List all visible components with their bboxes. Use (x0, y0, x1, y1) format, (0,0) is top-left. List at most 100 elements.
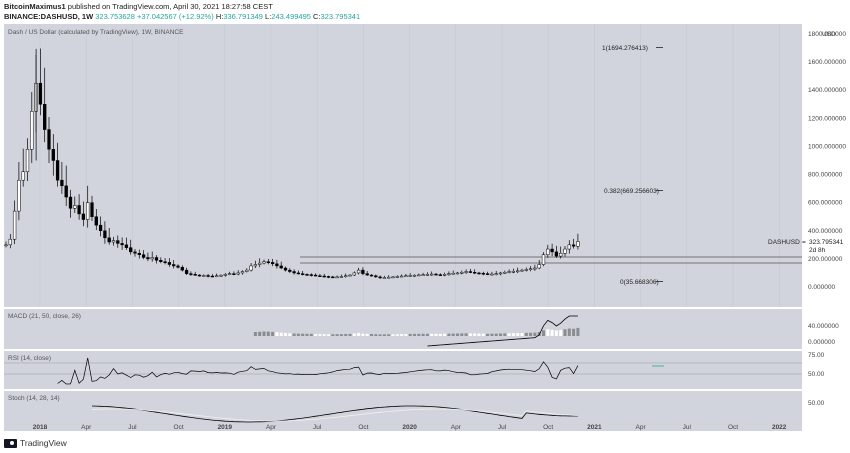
candle-body (305, 274, 309, 276)
candle-body (103, 230, 107, 239)
candle (129, 239, 133, 255)
macd-bar (301, 333, 305, 336)
macd-bar (520, 333, 524, 336)
candle (434, 273, 438, 276)
candle-body (296, 272, 301, 275)
fib-level-0[interactable]: 0(35.668306) (620, 279, 663, 286)
tradingview-logo-icon (4, 438, 17, 448)
candle-body (481, 272, 485, 275)
time-axis-tick: Jul (683, 424, 692, 431)
candle (292, 269, 296, 275)
price-axis-tick: 800.000000 (808, 172, 843, 179)
author-name[interactable]: BitcoinMaximus1 (4, 2, 66, 11)
macd-bar (456, 333, 459, 336)
fib-level-0382-label: 0.382(669.256603) (604, 188, 659, 195)
chart-area[interactable]: Dash / US Dollar (calculated by TradingV… (0, 22, 850, 435)
fib-level-0382[interactable]: 0.382(669.256603) (604, 188, 663, 195)
candle (38, 48, 43, 116)
candle (460, 270, 464, 275)
candle-body (369, 274, 374, 277)
macd-bar (335, 334, 339, 336)
price-axis-tick: 1000.000000 (808, 143, 846, 150)
candle (369, 274, 374, 277)
time-axis[interactable]: 2018 Apr Jul Oct 2019 Apr Jul Oct 2020 Apr Jul Oct 2… (33, 424, 787, 431)
candle (399, 274, 404, 278)
candle-body (202, 275, 206, 277)
candle (533, 264, 537, 271)
candle (503, 270, 507, 274)
candle-body (378, 276, 382, 279)
chart-svg[interactable]: Dash / US Dollar (calculated by TradingV… (0, 22, 850, 435)
candle (193, 271, 197, 276)
candle (563, 246, 567, 257)
candle-body (163, 261, 167, 263)
candle-body (279, 265, 283, 269)
candle (107, 227, 111, 245)
candle (455, 271, 460, 275)
symbol-label: BINANCE:DASHUSD, 1W (4, 12, 94, 21)
candle-body (326, 276, 331, 278)
candle (215, 273, 219, 278)
candle-body (382, 277, 387, 279)
fib-level-1[interactable]: 1(1694.276413) (602, 45, 663, 52)
candle (382, 275, 387, 279)
candle (313, 273, 318, 277)
open-value: 323.753628 (95, 12, 135, 21)
candle-body (309, 274, 313, 276)
candle (120, 237, 124, 250)
macd-bar (443, 333, 447, 336)
rsi-pane-bg[interactable] (4, 351, 802, 389)
candle-body (270, 262, 275, 265)
candle (326, 275, 331, 279)
candle-body (537, 264, 541, 269)
candle-body (507, 271, 511, 273)
candle-body (511, 271, 516, 273)
candle-body (313, 274, 318, 277)
candle (167, 258, 172, 267)
macd-bar (524, 332, 528, 336)
macd-bar (292, 333, 296, 336)
candle (12, 200, 17, 244)
rsi-axis-75: 75.00 (808, 352, 825, 359)
candle (146, 252, 150, 262)
candle (391, 276, 395, 279)
candle-body (258, 262, 262, 265)
candle-body (146, 257, 150, 260)
candle (387, 275, 391, 279)
candle (262, 259, 266, 265)
macd-bar (357, 333, 361, 336)
candle-body (223, 274, 227, 276)
candle-body (197, 274, 202, 277)
candle (21, 148, 25, 187)
candle-body (417, 274, 421, 277)
candle (494, 270, 498, 276)
main-pane-bg[interactable] (4, 24, 802, 307)
macd-bar (387, 334, 391, 336)
candle (163, 258, 167, 265)
candle (378, 275, 382, 279)
candle-body (98, 224, 103, 232)
candle-body (133, 251, 137, 254)
candle (408, 273, 412, 277)
macd-bar (473, 333, 477, 336)
candle-body (473, 271, 477, 274)
macd-bar (425, 333, 429, 336)
candle-body (184, 269, 189, 274)
price-axis[interactable]: USD 1800.000000 1600.000000 1400.000000 120… (808, 31, 846, 291)
candle-body (425, 274, 430, 276)
macd-bar (370, 334, 373, 336)
candle-body (374, 275, 378, 278)
candle (270, 258, 275, 267)
macd-pane-bg[interactable] (4, 309, 802, 349)
candle (374, 274, 378, 278)
candle (365, 270, 369, 276)
candle-body (73, 205, 77, 209)
stoch-pane-bg[interactable] (4, 391, 802, 431)
candle-body (451, 272, 455, 275)
candle (279, 261, 283, 270)
candle (180, 265, 184, 272)
candle (249, 262, 253, 272)
candle-body (571, 244, 576, 247)
candle (318, 273, 322, 278)
candle-body (503, 271, 507, 274)
